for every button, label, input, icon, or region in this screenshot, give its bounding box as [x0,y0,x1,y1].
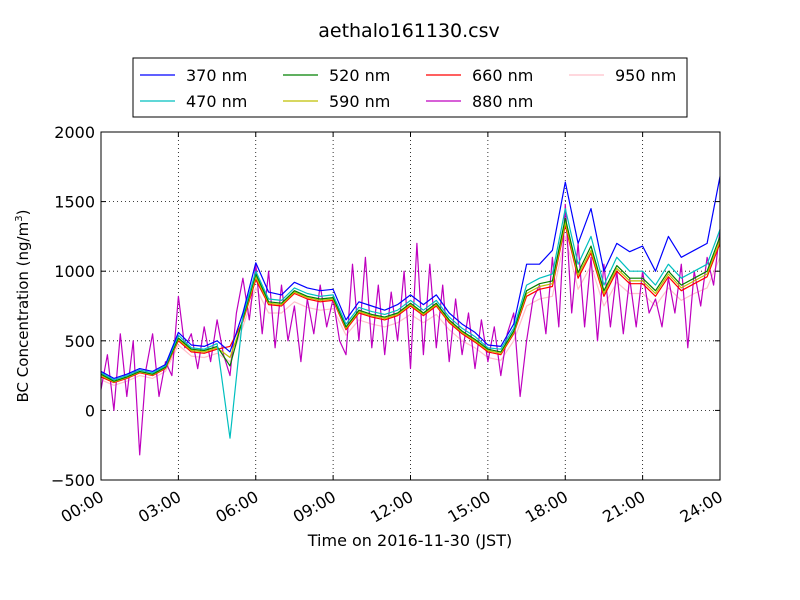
y-tick-label: 1000 [54,262,95,281]
series-line-880-nm [100,203,721,456]
chart-title: aethalo161130.csv [318,20,500,42]
legend-entries: 370 nm 470 nm 520 nm 590 nm 660 nm 880 nm 950 … [140,66,676,111]
legend-box [132,57,688,118]
legend-label: 660 nm [472,66,533,85]
series-line-520-nm [100,217,721,382]
legend-label: 590 nm [329,92,390,111]
y-tick-label: 1500 [54,193,95,212]
x-tick-label: 09:00 [290,487,339,527]
y-tick-label: 500 [64,332,95,351]
legend: 370 nm 470 nm 520 nm 590 nm 660 nm 880 nm 950 … [132,57,688,118]
y-axis-label-superscript: 3 [14,215,25,221]
x-tick-label: 00:00 [58,487,107,527]
x-axis-label: Time on 2016-11-30 (JST) [307,531,512,550]
legend-label: 520 nm [329,66,390,85]
y-axis-label-end: ) [14,210,32,216]
series-line-660-nm [100,224,721,384]
legend-label: 950 nm [615,66,676,85]
y-tick-label: 0 [85,401,95,420]
x-tick-label: 24:00 [677,487,726,527]
y-axis-label: BC Concentration (ng/m3) [14,210,32,403]
legend-label: 370 nm [186,66,247,85]
x-tick-label: 12:00 [367,487,416,527]
y-tick-label: 2000 [54,123,95,142]
y-axis-label-main: BC Concentration (ng/m [14,222,32,403]
x-tick-label: 18:00 [522,487,571,527]
series-line-590-nm [100,221,721,383]
x-tick-label: 06:00 [212,487,261,527]
series-line-470-nm [100,208,721,439]
x-tick-label: 21:00 [599,487,648,527]
x-tick-label: 03:00 [135,487,184,527]
series-line-950-nm [100,235,721,386]
x-tick-label: 15:00 [444,487,493,527]
data-series [100,176,721,456]
y-tick-label: −500 [51,471,95,490]
legend-label: 470 nm [186,92,247,111]
legend-label: 880 nm [472,92,533,111]
series-line-370-nm [100,176,721,379]
